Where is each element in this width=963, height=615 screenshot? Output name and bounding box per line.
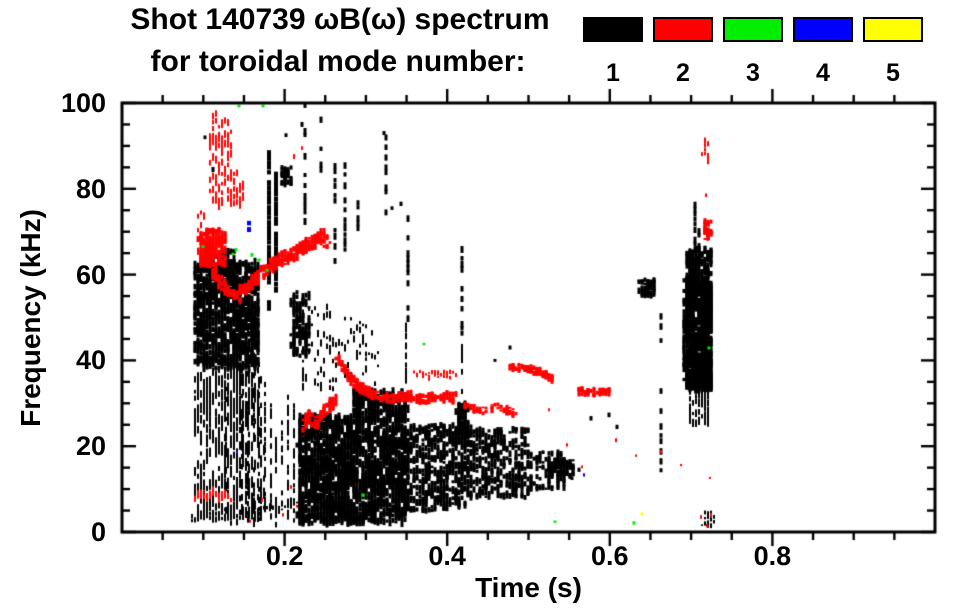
y-tick-label-60: 60 (75, 259, 106, 290)
legend-swatch-mode-1 (583, 17, 643, 42)
y-tick-label-80: 80 (75, 173, 106, 204)
x-tick-label-0.4: 0.4 (428, 541, 466, 571)
mode-number-legend: 1 2 3 4 5 (583, 17, 948, 92)
legend-swatch-mode-5 (863, 17, 923, 42)
y-tick-label-40: 40 (75, 345, 106, 376)
legend-label-mode-3: 3 (746, 59, 760, 87)
legend-swatch-mode-3 (723, 17, 783, 42)
chart-title-line1: Shot 140739 ωB(ω) spectrum (130, 3, 550, 36)
legend-label-mode-1: 1 (606, 59, 620, 87)
legend-label-mode-2: 2 (676, 59, 690, 87)
x-axis-title: Time (s) (475, 572, 582, 603)
legend-swatch-mode-4 (793, 17, 853, 42)
y-axis-title: Frequency (kHz) (15, 208, 47, 427)
legend-swatch-mode-2 (653, 17, 713, 42)
y-tick-label-100: 100 (60, 88, 106, 118)
x-tick-label-0.8: 0.8 (753, 541, 792, 571)
y-tick-label-0: 0 (90, 517, 106, 547)
y-axis-title-wrap: Frequency (kHz) (0, 103, 62, 532)
legend-label-mode-4: 4 (816, 59, 830, 87)
x-tick-label-0.2: 0.2 (265, 541, 304, 571)
x-tick-label-0.6: 0.6 (591, 541, 629, 571)
legend-label-mode-5: 5 (886, 59, 900, 87)
y-tick-label-20: 20 (75, 431, 106, 462)
chart-title-line2: for toroidal mode number: (150, 45, 526, 78)
